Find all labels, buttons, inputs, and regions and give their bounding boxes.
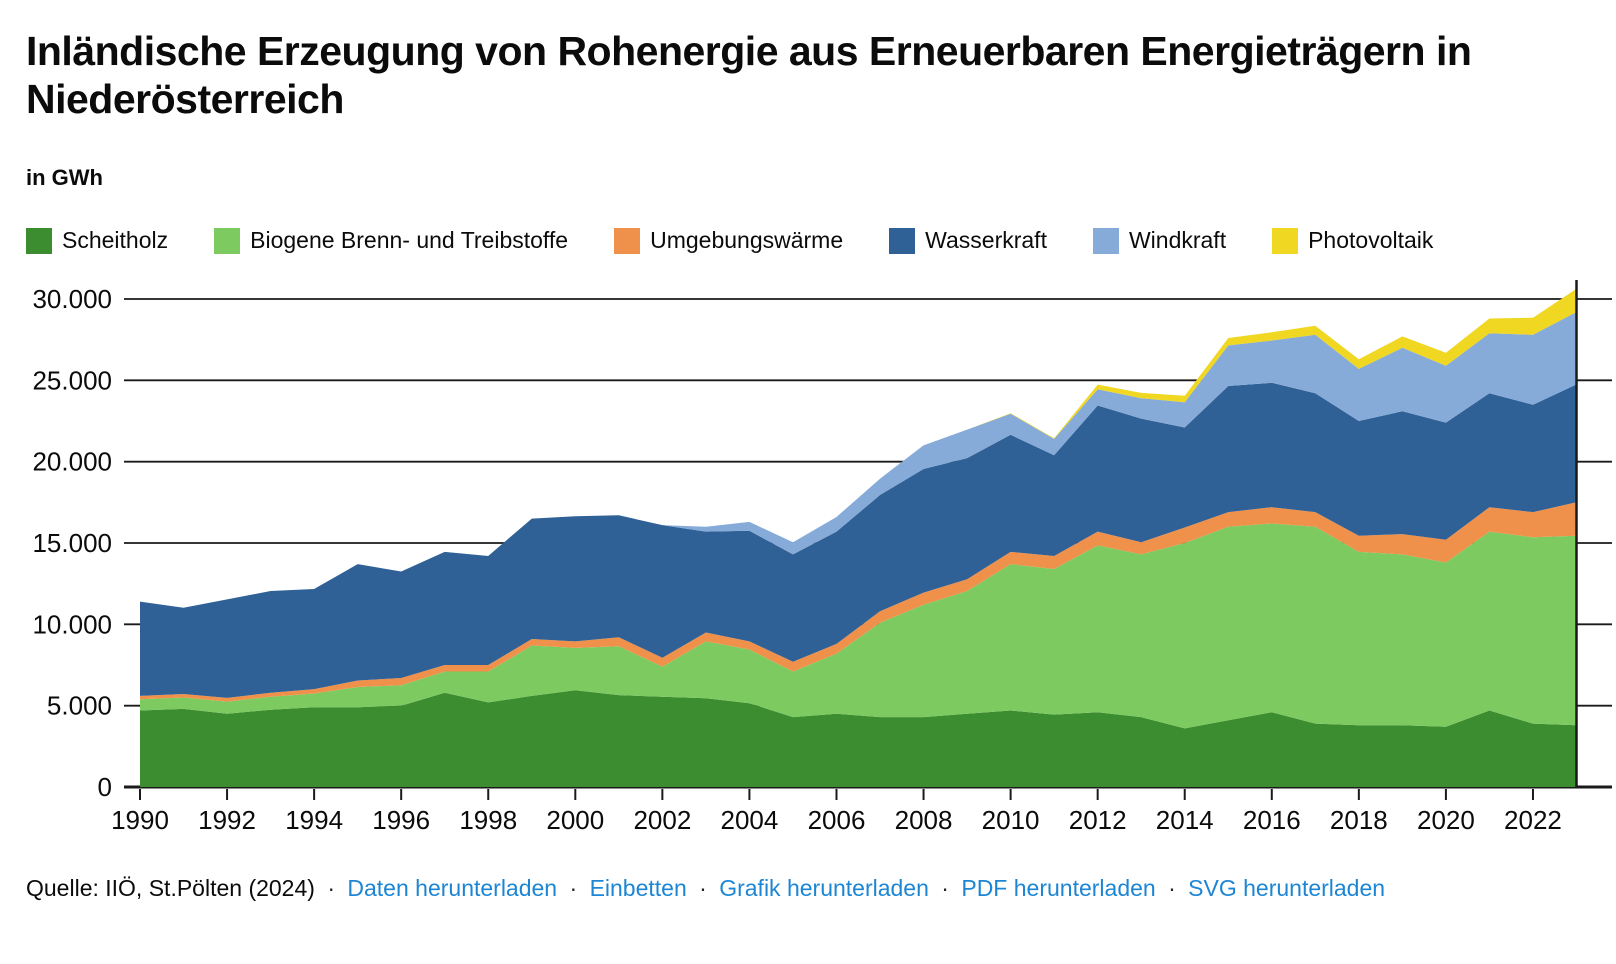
- footer-separator: ·: [320, 875, 342, 902]
- y-tick-label: 5.000: [47, 691, 112, 721]
- legend-item-windkraft: Windkraft: [1092, 227, 1227, 254]
- legend-label: Windkraft: [1128, 227, 1227, 254]
- legend: Scheitholz Biogene Brenn- und Treibstoffe…: [26, 227, 1590, 254]
- footer-link-grafik-herunterladen[interactable]: Grafik herunterladen: [719, 875, 929, 902]
- area-wasserkraft: [140, 382, 1577, 698]
- legend-label: Photovoltaik: [1308, 227, 1434, 254]
- legend-item-umgebungsw-rme: Umgebungswärme: [614, 227, 843, 254]
- footer-separator: ·: [1161, 875, 1183, 902]
- x-tick-label: 1990: [111, 805, 169, 835]
- legend-label: Wasserkraft: [925, 227, 1047, 254]
- x-tick-label: 1996: [372, 805, 430, 835]
- legend-swatch-icon: [214, 227, 241, 254]
- x-tick-label: 2004: [721, 805, 779, 835]
- x-tick-label: 1994: [285, 805, 343, 835]
- y-tick-label: 15.000: [32, 528, 112, 558]
- x-tick-label: 2012: [1069, 805, 1127, 835]
- y-tick-label: 20.000: [32, 447, 112, 477]
- legend-item-biogene-brenn-und-treibstoffe: Biogene Brenn- und Treibstoffe: [214, 227, 568, 254]
- legend-label: Scheitholz: [62, 227, 169, 254]
- chart-title: Inländische Erzeugung von Rohenergie aus…: [26, 28, 1472, 122]
- chart-area: 1990 1992 1994 1996 1998 2000 2002 2004 2006 2008…: [0, 272, 1616, 855]
- footer: Quelle: IIÖ, St.Pölten (2024) · Daten he…: [26, 875, 1590, 902]
- x-tick-label: 2006: [808, 805, 866, 835]
- legend-swatch-icon: [889, 227, 916, 254]
- footer-separator: ·: [692, 875, 714, 902]
- x-tick-label: 2022: [1504, 805, 1562, 835]
- footer-link-daten-herunterladen[interactable]: Daten herunterladen: [347, 875, 558, 902]
- x-tick-label: 2014: [1156, 805, 1214, 835]
- footer-link-einbetten[interactable]: Einbetten: [589, 875, 687, 902]
- footer-link-svg-herunterladen[interactable]: SVG herunterladen: [1188, 875, 1386, 902]
- x-tick-label: 2002: [633, 805, 691, 835]
- stacked-area-chart: 1990 1992 1994 1996 1998 2000 2002 2004 2006 2008…: [32, 280, 1612, 835]
- x-tick-label: 2016: [1243, 805, 1301, 835]
- legend-label: Umgebungswärme: [650, 227, 844, 254]
- area-scheitholz: [140, 690, 1577, 788]
- x-axis: 1990 1992 1994 1996 1998 2000 2002 2004 2006 2008…: [111, 789, 1562, 835]
- area-windkraft: [140, 312, 1577, 608]
- x-tick-label: 2020: [1417, 805, 1475, 835]
- area-biogene-brenn-und-treibstoffe: [140, 523, 1577, 729]
- legend-label: Biogene Brenn- und Treibstoffe: [250, 227, 569, 254]
- y-tick-label: 10.000: [32, 609, 112, 639]
- y-tick-label: 30.000: [32, 284, 112, 314]
- y-axis: 0 5.000 10.000 15.000 20.000 25.000 30.000: [32, 284, 112, 802]
- area-series: [140, 288, 1577, 788]
- footer-separator: ·: [563, 875, 584, 902]
- legend-swatch-icon: [614, 227, 641, 254]
- legend-item-scheitholz: Scheitholz: [26, 227, 168, 254]
- x-tick-label: 1998: [459, 805, 517, 835]
- source-text: Quelle: IIÖ, St.Pölten (2024): [26, 875, 315, 902]
- y-tick-label: 25.000: [32, 365, 112, 395]
- footer-link-pdf-herunterladen[interactable]: PDF herunterladen: [961, 875, 1156, 902]
- x-tick-label: 2000: [546, 805, 604, 835]
- y-tick-label: 0: [98, 772, 112, 802]
- footer-separator: ·: [934, 875, 956, 902]
- x-tick-label: 2008: [895, 805, 953, 835]
- x-tick-label: 2018: [1330, 805, 1388, 835]
- legend-swatch-icon: [1272, 227, 1299, 254]
- legend-item-wasserkraft: Wasserkraft: [889, 227, 1047, 254]
- legend-swatch-icon: [26, 227, 52, 254]
- unit-label: in GWh: [26, 165, 103, 191]
- x-tick-label: 1992: [198, 805, 256, 835]
- x-tick-label: 2010: [982, 805, 1040, 835]
- legend-item-photovoltaik: Photovoltaik: [1272, 227, 1433, 254]
- legend-swatch-icon: [1092, 227, 1119, 254]
